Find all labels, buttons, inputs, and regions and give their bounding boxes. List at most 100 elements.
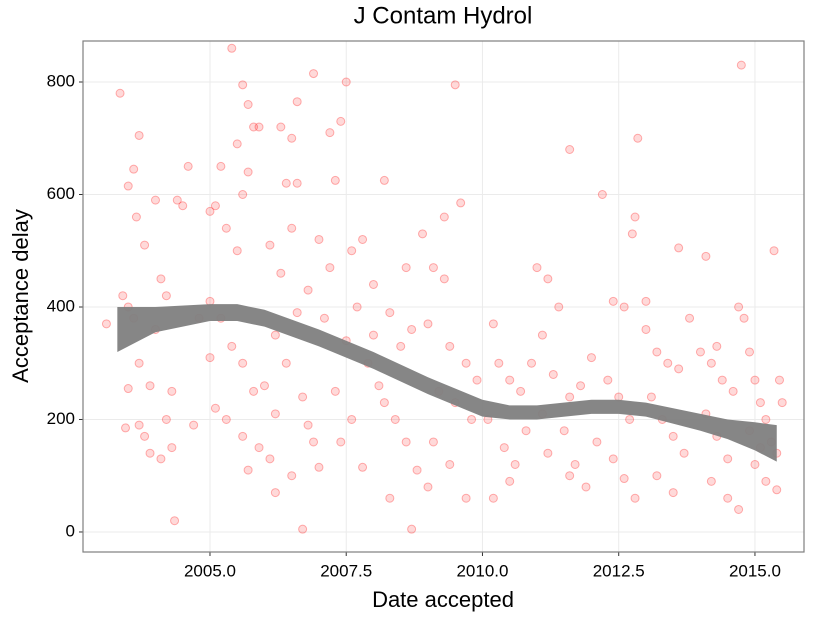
y-tick-label: 400	[47, 296, 75, 315]
point	[668, 431, 678, 441]
point	[140, 431, 150, 441]
point	[385, 493, 395, 503]
point	[131, 212, 141, 222]
point	[161, 414, 171, 424]
point	[368, 330, 378, 340]
point	[674, 364, 684, 374]
point	[641, 324, 651, 334]
point	[238, 80, 248, 90]
point	[774, 375, 784, 385]
point	[736, 60, 746, 70]
point	[745, 347, 755, 357]
point	[368, 279, 378, 289]
x-tick-label: 2010.0	[456, 561, 508, 580]
point	[516, 386, 526, 396]
point	[183, 161, 193, 171]
x-tick-label: 2007.5	[320, 561, 372, 580]
point	[450, 80, 460, 90]
chart-title: J Contam Hydrol	[354, 2, 533, 29]
point	[292, 308, 302, 318]
point	[668, 488, 678, 498]
point	[641, 296, 651, 306]
point	[630, 212, 640, 222]
point	[445, 459, 455, 469]
point	[189, 420, 199, 430]
point	[341, 77, 351, 87]
point	[216, 161, 226, 171]
point	[418, 229, 428, 239]
point	[401, 437, 411, 447]
point	[565, 471, 575, 481]
point	[407, 524, 417, 534]
point	[439, 274, 449, 284]
point	[428, 437, 438, 447]
point	[167, 443, 177, 453]
point	[559, 426, 569, 436]
x-tick-label: 2012.5	[593, 561, 645, 580]
point	[510, 459, 520, 469]
point	[505, 375, 515, 385]
point	[227, 341, 237, 351]
point	[390, 414, 400, 424]
x-tick-label: 2015.0	[729, 561, 781, 580]
point	[423, 319, 433, 329]
point	[259, 381, 269, 391]
point	[347, 414, 357, 424]
point	[249, 122, 259, 132]
point	[685, 313, 695, 323]
point	[254, 443, 264, 453]
point	[210, 403, 220, 413]
point	[325, 128, 335, 138]
point	[270, 330, 280, 340]
point	[314, 462, 324, 472]
point	[663, 358, 673, 368]
point	[134, 358, 144, 368]
point	[379, 398, 389, 408]
point	[270, 488, 280, 498]
point	[101, 319, 111, 329]
point	[134, 420, 144, 430]
point	[314, 234, 324, 244]
point	[287, 471, 297, 481]
point	[521, 426, 531, 436]
point	[554, 302, 564, 312]
point	[734, 504, 744, 514]
point	[336, 116, 346, 126]
point	[287, 133, 297, 143]
point	[769, 246, 779, 256]
point	[379, 175, 389, 185]
point	[652, 347, 662, 357]
y-tick-label: 600	[47, 184, 75, 203]
point	[238, 358, 248, 368]
plot-border	[82, 40, 805, 553]
point	[121, 423, 131, 433]
point	[374, 381, 384, 391]
point	[118, 291, 128, 301]
point	[210, 201, 220, 211]
point	[325, 263, 335, 273]
point	[178, 201, 188, 211]
point	[772, 485, 782, 495]
point	[298, 524, 308, 534]
point	[170, 516, 180, 526]
point	[723, 493, 733, 503]
point	[706, 358, 716, 368]
point	[232, 139, 242, 149]
point	[243, 167, 253, 177]
point	[358, 462, 368, 472]
point	[625, 414, 635, 424]
point	[627, 229, 637, 239]
point	[750, 375, 760, 385]
point	[134, 130, 144, 140]
point	[608, 454, 618, 464]
point	[276, 268, 286, 278]
point	[499, 443, 509, 453]
point	[570, 459, 580, 469]
point	[330, 386, 340, 396]
point	[652, 471, 662, 481]
point	[396, 341, 406, 351]
point	[472, 375, 482, 385]
point	[298, 392, 308, 402]
